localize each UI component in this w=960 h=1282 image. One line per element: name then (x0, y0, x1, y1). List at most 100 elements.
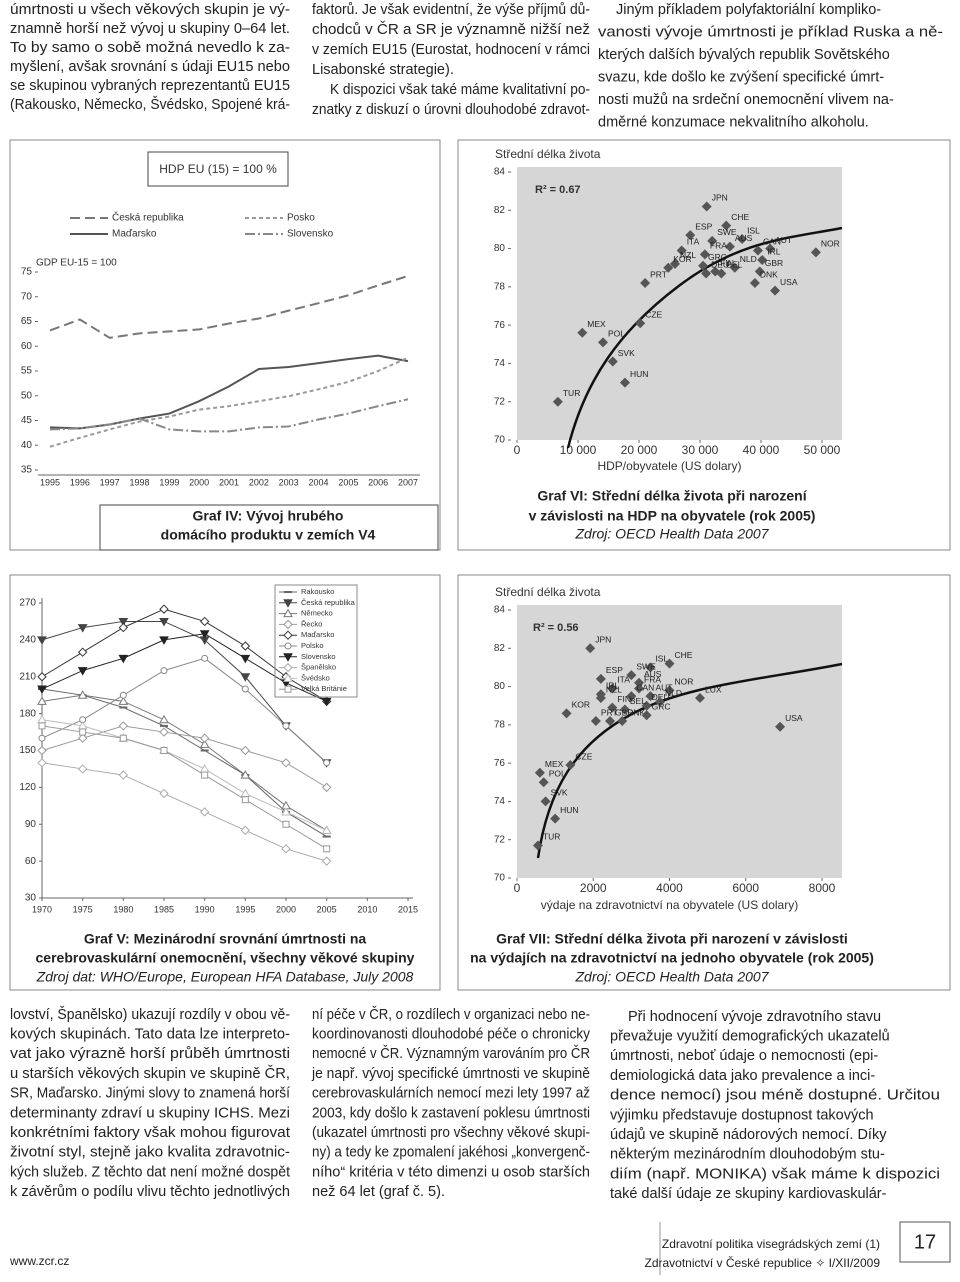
figure-caption: v závislosti na HDP na obyvatele (rok 20… (529, 508, 816, 524)
x-tick-label: 1990 (195, 904, 215, 914)
text-line: také další údaje ze skupiny kardiovaskul… (610, 1186, 887, 1202)
data-point (607, 702, 618, 713)
figure-frame (457, 574, 951, 991)
legend-label: Maďarsko (301, 630, 334, 639)
text-line: vanosti vývoje úmrtnosti je příklad Rusk… (598, 24, 943, 40)
y-tick-label: 78 (494, 281, 506, 292)
point-label: ITA (687, 237, 700, 247)
point-label: FRA (644, 675, 661, 685)
plot-background (517, 605, 842, 878)
data-point (701, 201, 712, 212)
legend-label: Španělsko (301, 663, 336, 672)
marker (159, 788, 169, 799)
data-point (607, 356, 618, 367)
data-point (645, 662, 656, 673)
marker (77, 690, 88, 699)
marker (159, 617, 169, 627)
y-tick-label: 55 (21, 366, 33, 377)
marker (37, 685, 47, 695)
figure-caption: domácího produktu v zemích V4 (161, 527, 376, 543)
data-point (540, 796, 551, 807)
x-tick-label: 1980 (113, 904, 133, 914)
series-line (41, 608, 327, 702)
x-tick-label: 2000 (580, 881, 607, 895)
text-line: dence nemocí) jsou méně dostupné. Určito… (610, 1088, 940, 1104)
point-label: AUS (644, 669, 662, 679)
x-tick-label: 2005 (338, 477, 358, 487)
data-point (619, 704, 630, 715)
marker (118, 770, 129, 780)
r-squared: R² = 0.67 (535, 184, 581, 196)
y-axis-title: Střední délka života (495, 585, 601, 599)
point-label: AUS (735, 233, 753, 243)
point-label: ESP (695, 221, 712, 231)
text-line: Při hodnocení vývoje zdravotního stavu (628, 1009, 881, 1025)
data-point (565, 760, 576, 771)
data-point (598, 337, 609, 348)
data-point (754, 266, 765, 277)
point-label: AUT (655, 682, 672, 692)
point-label: NOR (821, 239, 840, 249)
data-point (729, 262, 740, 273)
marker (284, 642, 292, 650)
data-point (752, 245, 763, 256)
point-label: FIN (720, 258, 734, 268)
data-point (538, 777, 549, 788)
y-tick-label: 180 (19, 708, 36, 719)
x-tick-label: 2005 (317, 904, 337, 914)
text-line: úmrtnosti u všech věkových skupin je vý- (10, 2, 290, 18)
point-label: BEL (630, 696, 646, 706)
point-label: CAN (636, 682, 654, 692)
point-label: KOR (673, 254, 691, 264)
point-label: MEX (545, 759, 564, 769)
point-label: CHE (675, 650, 693, 660)
marker (37, 758, 47, 768)
data-point (585, 643, 596, 654)
marker (38, 734, 46, 742)
text-line: životní styl, stejně jako kvalita zdravo… (10, 1145, 290, 1161)
text-line: myšlení, avšak srovnání s údaji EU15 neb… (10, 59, 290, 75)
point-label: SWE (717, 227, 737, 237)
x-tick-label: 1995 (40, 477, 60, 487)
data-point (635, 318, 646, 329)
trend-curve (566, 226, 843, 449)
legend-label: Česká republika (301, 598, 356, 607)
y-tick-label: 82 (494, 643, 506, 654)
marker (240, 825, 251, 836)
series-line (49, 398, 409, 433)
point-label: DNK (760, 269, 778, 279)
y-tick-label: 70 (494, 873, 506, 884)
data-point (676, 245, 687, 256)
marker (321, 782, 332, 793)
point-label: MEX (587, 319, 606, 329)
data-point (634, 683, 644, 694)
marker (281, 758, 291, 768)
point-label: CHE (731, 212, 749, 222)
marker (118, 654, 129, 664)
footer-series: Zdravotní politika visegrádských zemí (1… (662, 1237, 880, 1251)
subtitle: GDP EU-15 = 100 (36, 258, 117, 269)
y-tick-label: 60 (25, 856, 37, 867)
y-tick-label: 45 (21, 415, 33, 426)
series-line (41, 725, 327, 850)
marker (240, 788, 251, 798)
data-point (607, 683, 618, 694)
marker (159, 604, 169, 614)
page-number-box (899, 1221, 951, 1263)
x-tick-label: 1970 (32, 904, 52, 914)
x-tick-label: 1985 (154, 904, 174, 914)
x-tick-label: 2006 (368, 477, 388, 487)
text-line: znamně horší než vývoj u skupiny 0–64 le… (10, 21, 290, 37)
y-tick-label: 75 (21, 267, 33, 278)
point-label: ESP (606, 665, 623, 675)
series-line (49, 356, 409, 448)
x-tick-label: 50 000 (804, 443, 841, 457)
text-line: kových skupinách. Tato data lze interpre… (10, 1027, 290, 1043)
x-tick-label: 2007 (398, 477, 418, 487)
marker (37, 636, 47, 645)
y-tick-label: 120 (19, 782, 36, 793)
y-tick-label: 40 (21, 440, 33, 451)
x-tick-label: 2002 (249, 477, 269, 487)
